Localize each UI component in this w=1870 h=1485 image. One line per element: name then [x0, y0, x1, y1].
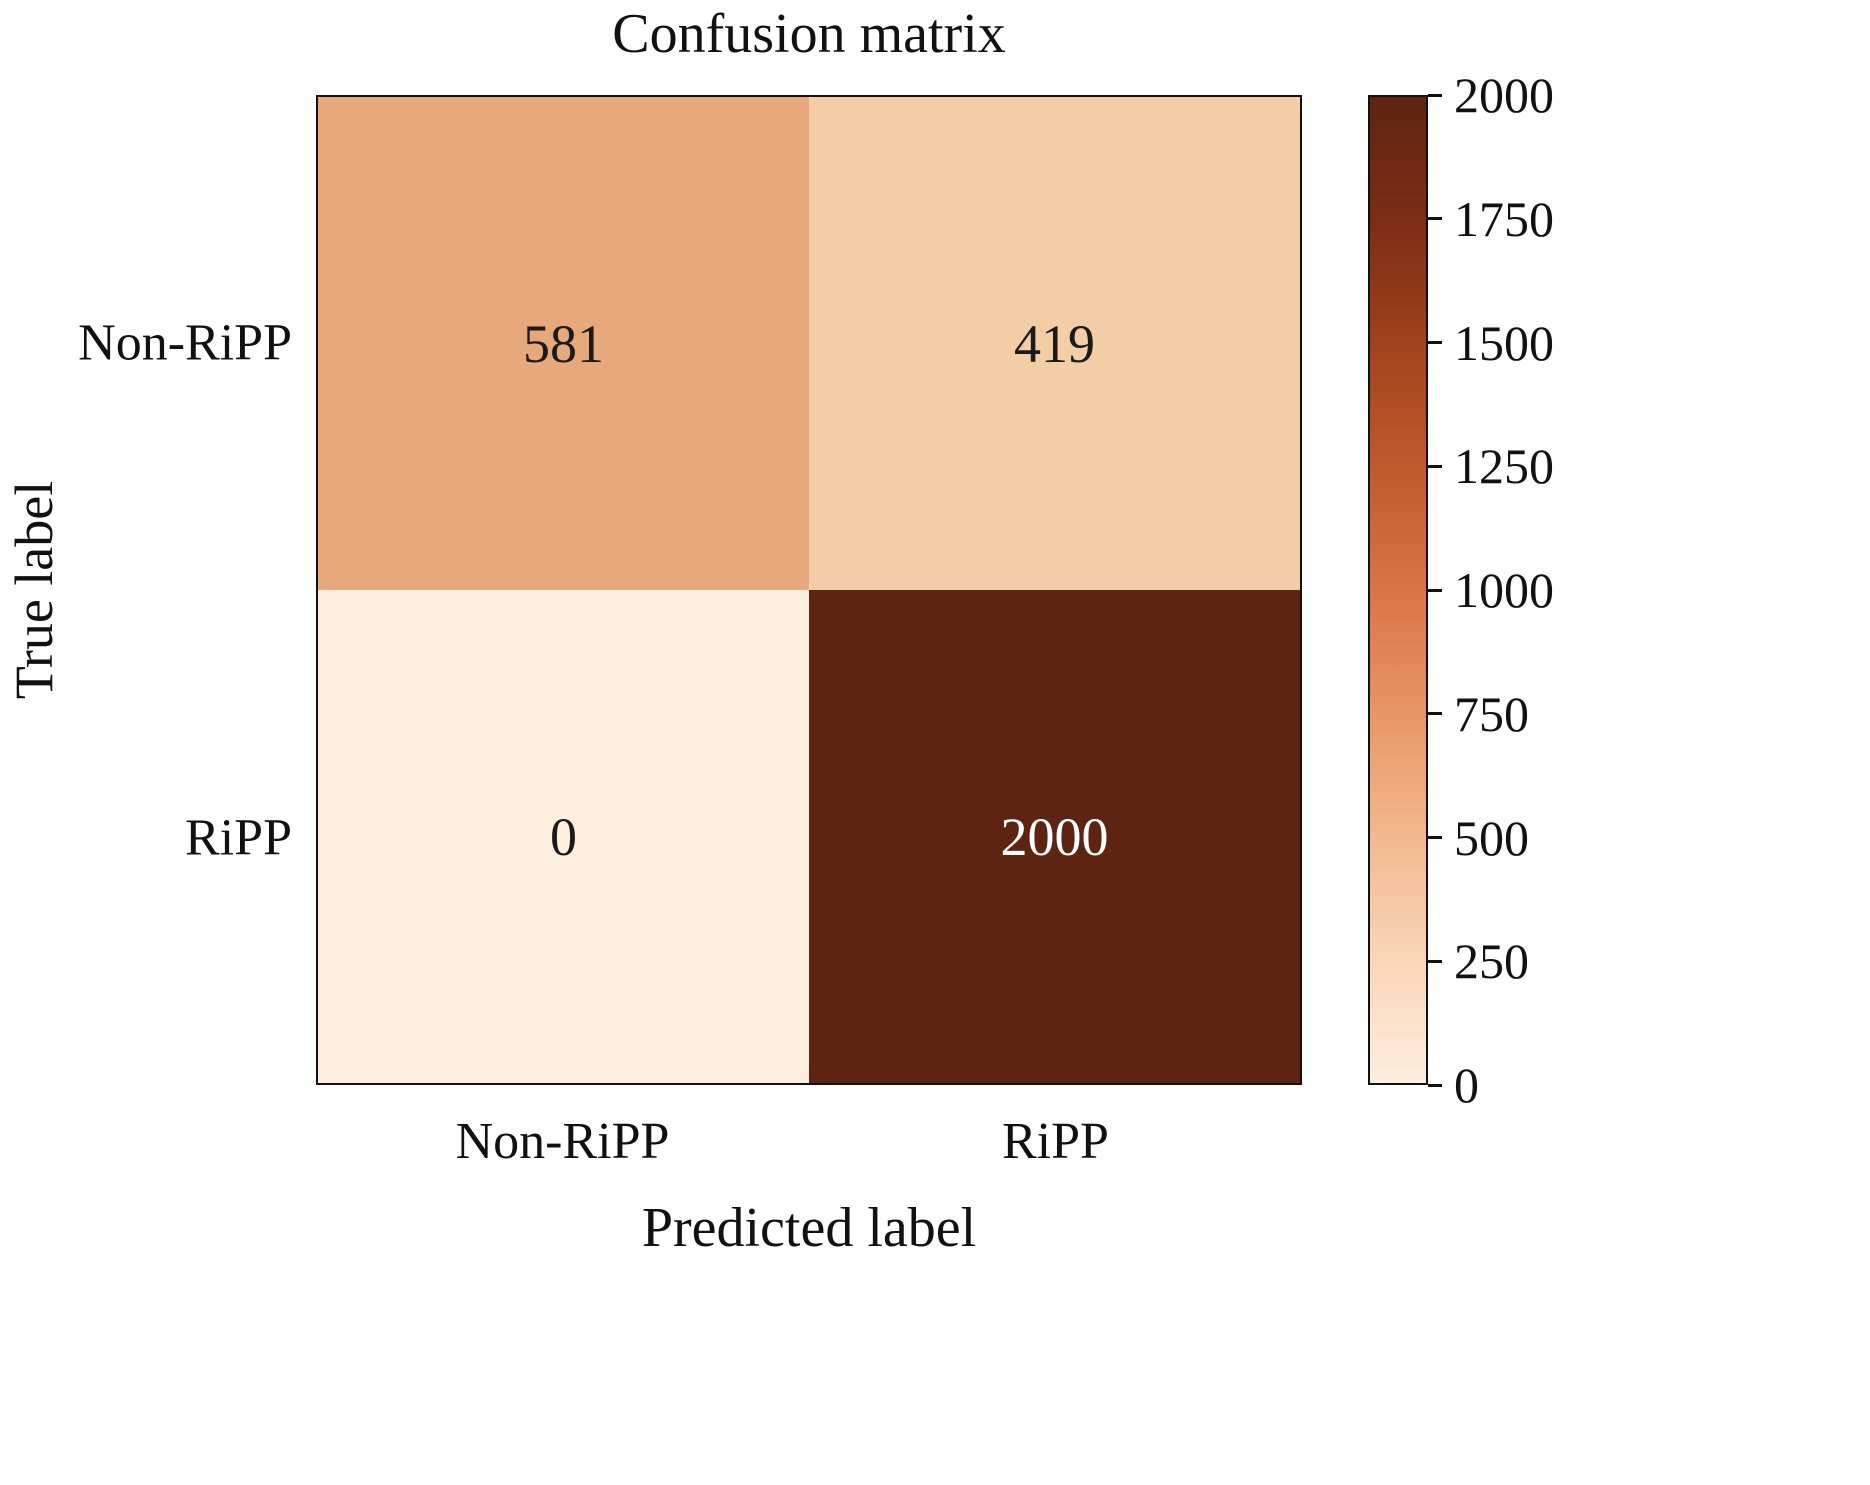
colorbar-tick-label: 0 [1454, 1057, 1479, 1113]
heatmap-matrix: 581 419 0 2000 [316, 95, 1302, 1085]
x-tick-label-ripp: RiPP [1002, 1113, 1109, 1170]
colorbar-tick-label: 250 [1454, 933, 1529, 990]
matrix-cell-true-nonripp-pred-nonripp: 581 [318, 97, 809, 590]
colorbar-tick: 1000 [1428, 563, 1554, 617]
colorbar-gradient [1368, 95, 1428, 1085]
x-axis-label: Predicted label [641, 1197, 977, 1259]
colorbar-tick: 0 [1428, 1058, 1479, 1112]
colorbar-tick-label: 2000 [1454, 67, 1554, 123]
colorbar-tick: 1250 [1428, 439, 1554, 493]
colorbar-tickmark [1428, 464, 1442, 468]
colorbar-tick-label: 1000 [1454, 562, 1554, 618]
colorbar-tickmark [1428, 93, 1442, 97]
colorbar-tickmark [1428, 1083, 1442, 1087]
colorbar-tick: 2000 [1428, 68, 1554, 122]
colorbar-tick: 500 [1428, 811, 1529, 865]
y-axis-label: True label [4, 480, 64, 700]
colorbar-tick: 750 [1428, 687, 1529, 741]
matrix-cell-true-nonripp-pred-ripp: 419 [809, 97, 1300, 590]
matrix-cell-true-ripp-pred-nonripp: 0 [318, 590, 809, 1083]
colorbar-ticks: 2000 1750 1500 1250 1000 750 500 250 [1428, 68, 1728, 1112]
colorbar-tick-label: 1500 [1454, 314, 1554, 371]
colorbar-tickmark [1428, 341, 1442, 344]
y-tick-label-ripp: RiPP [185, 809, 292, 867]
colorbar-tick: 250 [1428, 934, 1529, 988]
colorbar-tick: 1750 [1428, 192, 1554, 246]
colorbar-tickmark [1428, 217, 1442, 221]
colorbar-tick-label: 750 [1454, 685, 1529, 742]
x-tick-label-non-ripp: Non-RiPP [455, 1113, 670, 1170]
chart-title: Confusion matrix [612, 3, 1006, 65]
colorbar-tickmark [1428, 712, 1442, 716]
colorbar-tickmark [1428, 959, 1442, 963]
colorbar-tick-label: 1250 [1454, 438, 1554, 495]
colorbar-tick: 1500 [1428, 316, 1554, 370]
colorbar-tickmark [1428, 836, 1442, 839]
matrix-cell-true-ripp-pred-ripp: 2000 [809, 590, 1300, 1083]
colorbar-tick-label: 500 [1454, 809, 1529, 866]
colorbar-tick-label: 1750 [1454, 190, 1554, 247]
colorbar-tickmark [1428, 588, 1442, 592]
y-tick-label-non-ripp: Non-RiPP [78, 314, 292, 372]
